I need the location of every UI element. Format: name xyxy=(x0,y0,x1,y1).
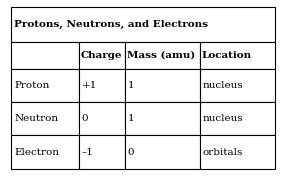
Text: Mass (amu): Mass (amu) xyxy=(127,51,195,60)
Text: +1: +1 xyxy=(82,81,97,90)
Bar xyxy=(125,42,200,69)
Text: Protons, Neutrons, and Electrons: Protons, Neutrons, and Electrons xyxy=(14,20,208,29)
Text: nucleus: nucleus xyxy=(202,81,243,90)
Text: Neutron: Neutron xyxy=(14,114,58,123)
Text: nucleus: nucleus xyxy=(202,114,243,123)
Bar xyxy=(79,69,125,102)
Text: Proton: Proton xyxy=(14,81,50,90)
Bar xyxy=(125,136,200,169)
Text: 1: 1 xyxy=(128,81,134,90)
Text: 0: 0 xyxy=(128,148,134,157)
Bar xyxy=(125,69,200,102)
Bar xyxy=(11,42,79,69)
Bar xyxy=(79,42,125,69)
Text: Charge: Charge xyxy=(81,51,122,60)
Bar xyxy=(11,136,79,169)
Bar xyxy=(11,7,275,42)
Text: orbitals: orbitals xyxy=(202,148,243,157)
Text: Electron: Electron xyxy=(14,148,59,157)
Bar xyxy=(200,42,275,69)
Bar xyxy=(200,69,275,102)
Bar xyxy=(200,102,275,136)
Text: –1: –1 xyxy=(82,148,93,157)
Bar xyxy=(79,102,125,136)
Text: 0: 0 xyxy=(82,114,88,123)
Text: 1: 1 xyxy=(128,114,134,123)
Bar xyxy=(11,102,79,136)
Text: Location: Location xyxy=(202,51,252,60)
Bar xyxy=(200,136,275,169)
Bar xyxy=(125,102,200,136)
Bar xyxy=(11,69,79,102)
Bar xyxy=(79,136,125,169)
